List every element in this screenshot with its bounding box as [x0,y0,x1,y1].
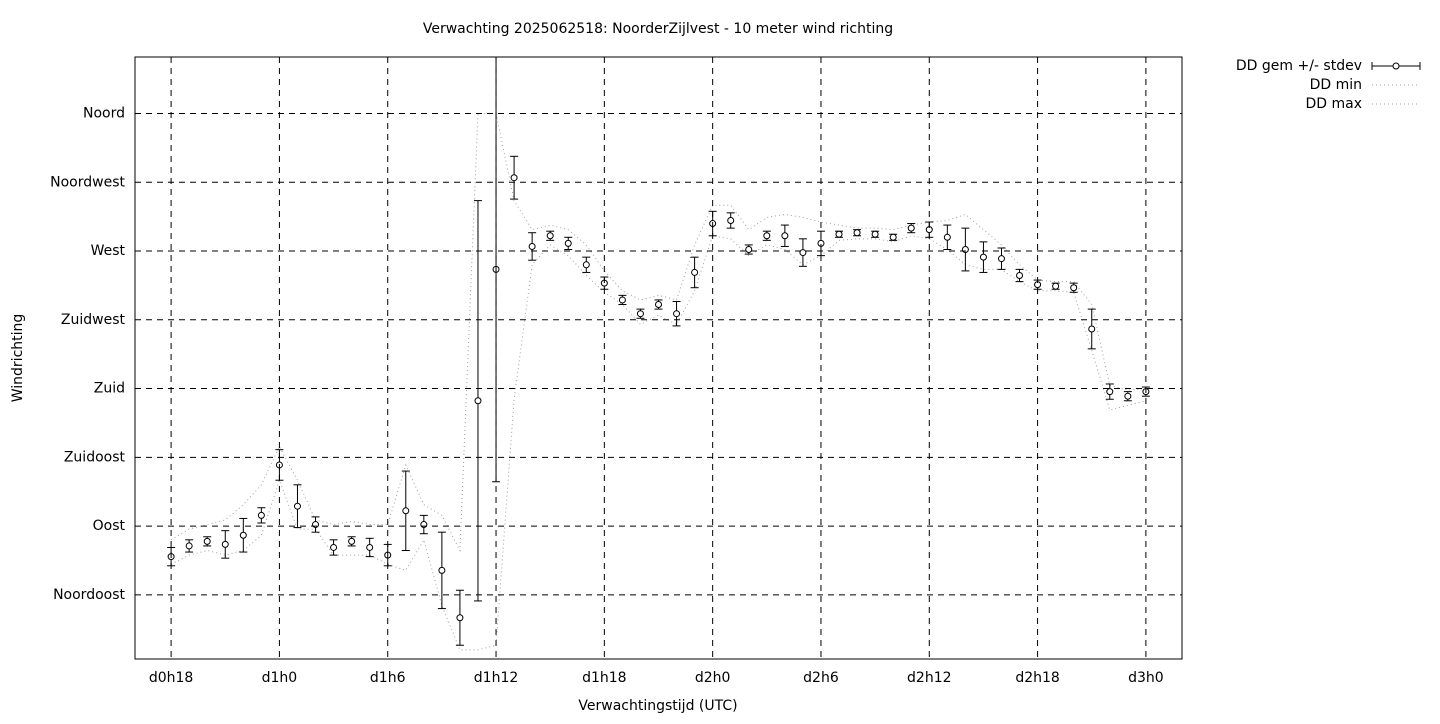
y-tick-label: Zuidwest [61,312,126,328]
point [330,543,338,551]
chart-title: Verwachting 2025062518: NoorderZijlvest … [423,21,893,37]
point [763,232,771,240]
x-axis-label: Verwachtingstijd (UTC) [578,698,737,714]
x-tick-label: d1h18 [582,670,626,686]
point [961,246,969,254]
point [510,174,518,182]
legend-swatch [1392,62,1400,70]
point [474,397,482,405]
legend-label: DD min [1310,77,1362,93]
point [853,229,861,237]
y-tick-label: Noordoost [53,587,125,603]
x-tick-label: d1h12 [474,670,518,686]
point [835,230,843,238]
point [257,511,265,519]
point [889,233,897,241]
x-tick-label: d1h6 [370,670,406,686]
point [528,242,536,250]
point [943,233,951,241]
point [402,507,410,515]
plot-frame [134,56,1183,660]
point [655,301,662,309]
point [1124,392,1132,400]
y-axis-label: Windrichting [10,314,26,403]
y-tick-label: West [91,243,126,259]
point [582,261,590,269]
legend-label: DD gem +/- stdev [1236,58,1362,74]
point [636,310,644,318]
point [546,232,554,240]
point [871,230,879,238]
x-tick-label: d2h12 [907,670,951,686]
point [727,216,735,224]
point [997,255,1005,263]
point [203,537,211,545]
point [312,521,320,529]
point [564,239,572,247]
x-tick-label: d3h0 [1128,670,1164,686]
y-tick-label: Zuidoost [64,449,126,465]
point [745,246,753,254]
point [799,249,807,257]
point [293,502,301,510]
x-tick-label: d0h18 [149,670,193,686]
point [673,310,681,318]
point [781,232,789,240]
point [366,543,374,551]
y-tick-label: Noord [83,106,125,122]
x-tick-label: d1h0 [262,670,298,686]
point [221,540,229,548]
y-tick-label: Noordwest [50,174,125,190]
point [185,542,193,550]
point [456,614,464,622]
point [438,566,446,574]
x-tick-label: d2h18 [1015,670,1059,686]
point [348,537,356,545]
x-tick-label: d2h6 [803,670,839,686]
point [420,521,428,529]
point [618,296,626,304]
y-tick-label: Zuid [94,381,125,397]
point [1052,282,1060,290]
x-tick-label: d2h0 [695,670,731,686]
point [1016,271,1024,279]
y-tick-label: Oost [93,518,126,534]
legend-label: DD max [1305,96,1362,112]
point [691,268,699,276]
point [907,224,915,232]
point [979,253,987,261]
point [239,531,247,539]
point [1106,388,1114,396]
point [1088,325,1096,333]
point [1070,284,1078,292]
